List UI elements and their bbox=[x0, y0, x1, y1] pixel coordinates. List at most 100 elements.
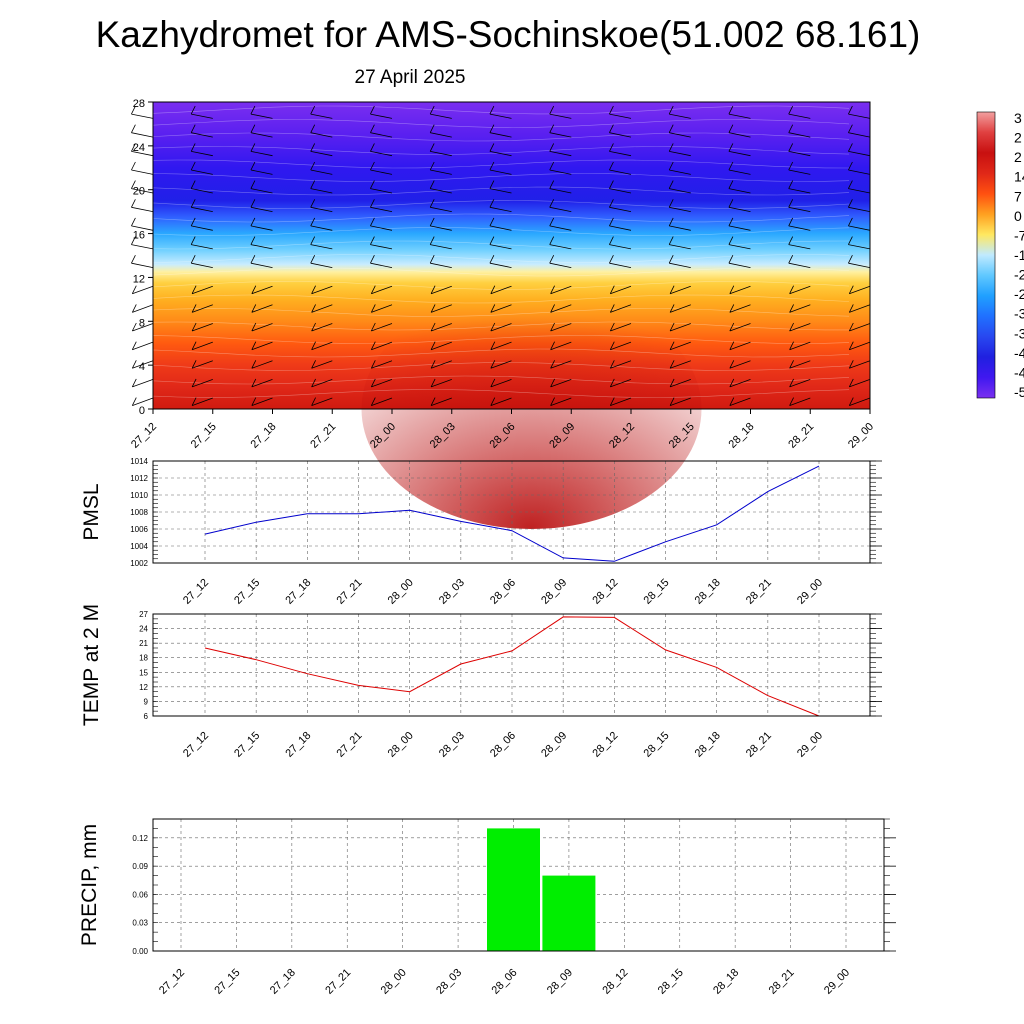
colorbar-label: 3 bbox=[1014, 110, 1022, 126]
x-tick-label: 28_21 bbox=[786, 421, 816, 451]
colorbar: 3 2 2 14 7 0 -7 -1 -2 -2 -3 -3 -4 -4 -5 bbox=[976, 110, 1024, 400]
pmsl-frame bbox=[152, 460, 871, 564]
wind-barb bbox=[190, 143, 213, 157]
wind-barb bbox=[728, 199, 751, 212]
contour-line bbox=[152, 348, 850, 358]
y-tick-label: 1006 bbox=[130, 525, 148, 534]
wind-barb bbox=[429, 105, 452, 119]
wind-barb bbox=[429, 143, 452, 157]
wind-barb bbox=[729, 397, 751, 406]
wind-barb bbox=[609, 217, 632, 231]
wind-barb bbox=[729, 285, 751, 295]
wind-barb bbox=[311, 304, 333, 313]
x-tick-label: 27_21 bbox=[323, 967, 353, 997]
wind-barb bbox=[489, 143, 512, 157]
wind-barb bbox=[550, 397, 572, 406]
wind-barb bbox=[190, 236, 213, 250]
wind-barb bbox=[549, 105, 572, 119]
wind-barb bbox=[788, 180, 811, 194]
y-tick-label: 20 bbox=[133, 186, 145, 198]
contour-line bbox=[152, 159, 850, 169]
wind-barb bbox=[669, 378, 691, 388]
x-tick-label: 28_15 bbox=[642, 577, 672, 607]
wind-barb bbox=[191, 322, 213, 332]
colorbar-label: -4 bbox=[1014, 364, 1024, 380]
colorbar-label: 14 bbox=[1014, 169, 1024, 185]
wind-barb bbox=[370, 360, 393, 369]
wind-barb bbox=[190, 199, 213, 212]
wind-barb bbox=[848, 180, 871, 194]
wind-barb bbox=[430, 322, 452, 332]
contour-line bbox=[152, 105, 850, 115]
wind-barb bbox=[550, 378, 572, 388]
wind-barb bbox=[788, 124, 811, 138]
wind-barb bbox=[550, 341, 572, 351]
x-tick-label: 27_15 bbox=[232, 577, 262, 607]
wind-barb bbox=[549, 180, 572, 194]
wind-barb bbox=[549, 143, 572, 157]
contour-line bbox=[152, 335, 850, 344]
wind-barb bbox=[788, 105, 811, 119]
x-tick-label: 28_18 bbox=[693, 730, 723, 760]
wind-barb bbox=[131, 199, 154, 212]
wind-barb bbox=[430, 360, 452, 369]
x-tick-label: 28_21 bbox=[744, 730, 774, 760]
wind-barb bbox=[131, 378, 154, 388]
wind-barb bbox=[429, 124, 452, 138]
colorbar-label: -2 bbox=[1014, 286, 1024, 302]
wind-barb bbox=[251, 304, 273, 313]
y-tick-label: 1004 bbox=[130, 542, 148, 551]
x-tick-label: 28_06 bbox=[490, 967, 520, 997]
x-tick-label: 29_00 bbox=[846, 421, 876, 451]
wind-barb bbox=[191, 378, 213, 388]
contour-line bbox=[152, 173, 850, 182]
wind-barb bbox=[609, 124, 632, 138]
y-tick-label: 16 bbox=[133, 230, 145, 242]
x-tick-label: 27_21 bbox=[335, 730, 365, 760]
y-tick-label: 18 bbox=[139, 654, 148, 663]
wind-barb bbox=[250, 105, 273, 119]
wind-barb bbox=[729, 322, 751, 332]
wind-barb bbox=[848, 143, 871, 157]
pmsl-axis-label: PMSL bbox=[80, 483, 103, 540]
wind-barb bbox=[848, 105, 871, 119]
wind-barb bbox=[788, 255, 811, 268]
wind-barb bbox=[609, 322, 632, 332]
x-tick-label: 28_00 bbox=[386, 577, 416, 607]
x-tick-label: 27_12 bbox=[181, 577, 211, 607]
wind-barb bbox=[788, 199, 811, 212]
wind-barb bbox=[190, 217, 213, 231]
wind-barb bbox=[728, 124, 751, 138]
wind-barb bbox=[310, 143, 333, 157]
colorbar-label: -7 bbox=[1014, 227, 1024, 243]
wind-barb bbox=[190, 124, 213, 138]
wind-barb bbox=[131, 322, 154, 332]
wind-barb bbox=[429, 236, 452, 250]
wind-barb bbox=[728, 143, 751, 157]
wind-barb bbox=[370, 341, 393, 351]
wind-barb bbox=[310, 236, 333, 250]
wind-barb bbox=[668, 255, 691, 268]
wind-barb bbox=[848, 199, 871, 212]
temp-frame bbox=[152, 613, 871, 717]
precip-bar bbox=[542, 875, 596, 951]
wind-barb bbox=[728, 255, 751, 268]
x-tick-label: 28_03 bbox=[437, 730, 467, 760]
wind-barb bbox=[311, 285, 333, 295]
wind-barb bbox=[370, 397, 393, 406]
wind-barb bbox=[250, 255, 273, 268]
y-tick-label: 4 bbox=[139, 361, 145, 373]
wind-barb bbox=[848, 397, 871, 406]
precip-bar bbox=[487, 828, 540, 951]
contour-line bbox=[152, 200, 850, 209]
wind-barb bbox=[609, 180, 632, 194]
wind-barb bbox=[489, 255, 512, 268]
wind-barb bbox=[669, 360, 691, 369]
wind-barb bbox=[489, 236, 512, 250]
wind-barb bbox=[191, 360, 213, 369]
wind-barb bbox=[788, 143, 811, 157]
x-tick-label: 27_21 bbox=[308, 421, 338, 451]
precip-panel: 0.00 0.03 0.06 0.09 0.12 27_12 27_15 27_18 27_21… bbox=[78, 818, 896, 997]
wind-barb bbox=[370, 161, 393, 175]
